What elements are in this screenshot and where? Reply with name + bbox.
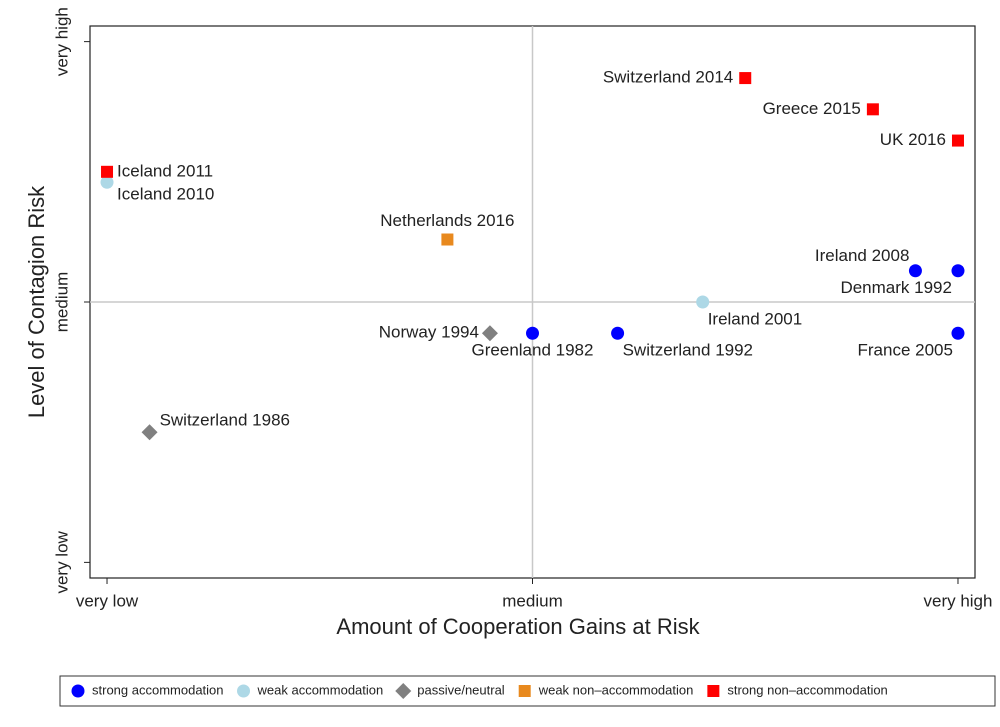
legend-marker bbox=[707, 685, 720, 697]
legend-marker bbox=[518, 685, 531, 697]
point bbox=[141, 424, 158, 441]
point bbox=[441, 233, 454, 246]
point-label: Ireland 2001 bbox=[708, 309, 803, 328]
x-tick-label: medium bbox=[502, 591, 562, 610]
point-label: Ireland 2008 bbox=[815, 246, 910, 265]
point bbox=[526, 326, 539, 340]
point-label: Switzerland 1992 bbox=[623, 341, 753, 360]
point bbox=[481, 325, 498, 342]
x-axis-title: Amount of Cooperation Gains at Risk bbox=[336, 614, 700, 639]
legend-marker bbox=[71, 684, 85, 698]
point bbox=[739, 72, 752, 85]
legend-label: weak accommodation bbox=[257, 682, 384, 697]
y-tick-label: very low bbox=[52, 530, 71, 593]
point bbox=[951, 326, 965, 340]
legend-label: weak non–accommodation bbox=[538, 682, 694, 697]
point-label: Switzerland 2014 bbox=[603, 68, 733, 87]
point-label: Greece 2015 bbox=[763, 99, 861, 118]
point-label: Iceland 2011 bbox=[117, 161, 213, 180]
y-tick-label: very high bbox=[52, 7, 71, 76]
x-tick-label: very low bbox=[76, 591, 139, 610]
point-label: France 2005 bbox=[858, 341, 953, 360]
y-tick-label: medium bbox=[52, 272, 71, 332]
legend-label: strong non–accommodation bbox=[727, 682, 887, 697]
point-label: Switzerland 1986 bbox=[160, 411, 290, 430]
x-tick-label: very high bbox=[923, 591, 992, 610]
point-label: Denmark 1992 bbox=[840, 278, 952, 297]
point-label: Netherlands 2016 bbox=[380, 211, 514, 230]
point bbox=[951, 264, 965, 278]
point bbox=[100, 175, 114, 189]
legend-label: strong accommodation bbox=[92, 682, 224, 697]
point bbox=[866, 103, 879, 116]
legend-marker bbox=[395, 683, 412, 699]
point-label: Iceland 2010 bbox=[117, 185, 214, 204]
point bbox=[696, 295, 710, 309]
point-label: Greenland 1982 bbox=[472, 341, 594, 360]
point bbox=[611, 326, 625, 340]
legend-label: passive/neutral bbox=[417, 682, 505, 697]
point bbox=[951, 134, 964, 147]
legend-marker bbox=[237, 684, 251, 698]
y-axis-title: Level of Contagion Risk bbox=[24, 185, 49, 418]
point bbox=[908, 264, 922, 278]
point bbox=[101, 165, 114, 178]
point-label: UK 2016 bbox=[880, 130, 946, 149]
point-label: Norway 1994 bbox=[379, 323, 479, 342]
